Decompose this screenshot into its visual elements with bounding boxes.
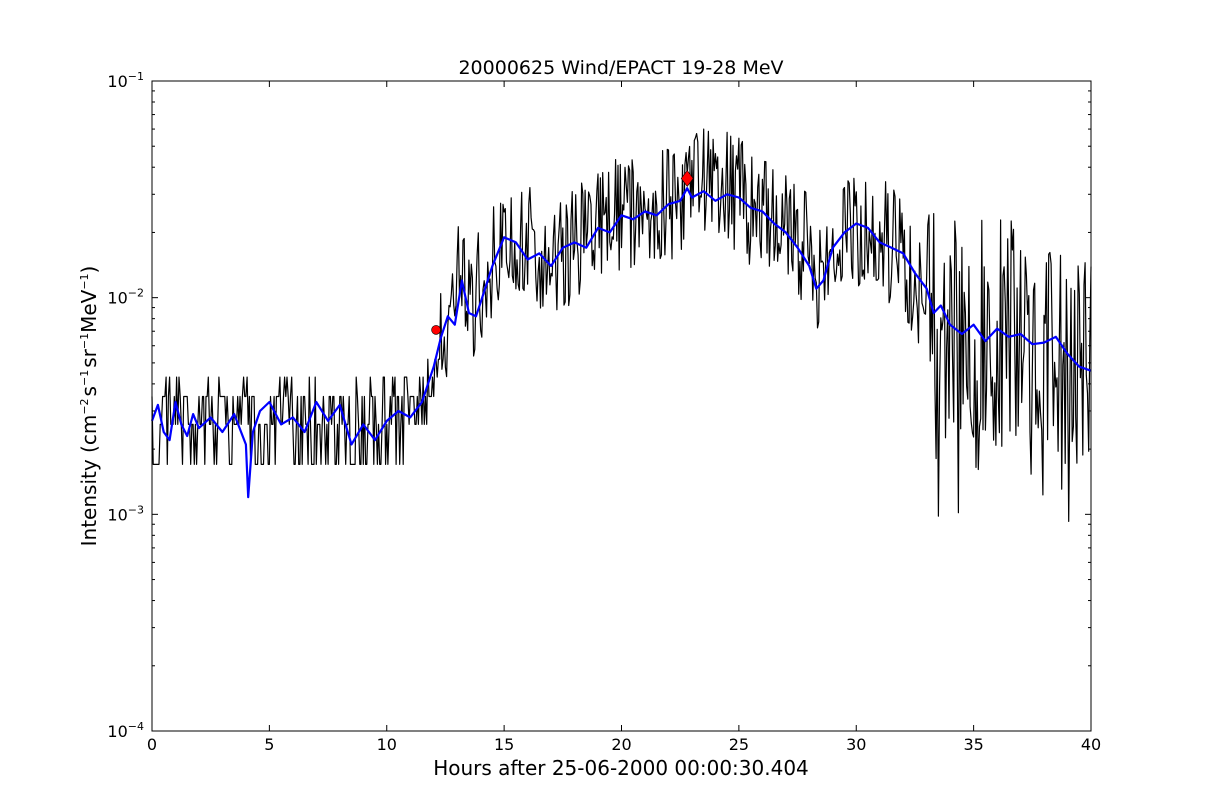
peak-marker [680,169,694,187]
smoothed-intensity-line [150,187,1092,499]
series-layer [150,128,1092,522]
y-tick-label: 10−1 [107,70,144,91]
x-tick-label: 10 [377,735,397,754]
x-tick-label: 5 [264,735,274,754]
x-tick-label: 25 [729,735,749,754]
x-tick-label: 35 [963,735,983,754]
x-tick-label: 0 [147,735,157,754]
y-tick-label: 10−4 [107,720,144,741]
y-tick-label: 10−3 [107,503,144,524]
plot-area [150,80,1092,732]
x-axis-ticks: 0 5 10 15 20 25 30 35 40 [147,81,1101,754]
y-tick-label: 10−2 [107,287,144,308]
x-tick-label: 40 [1081,735,1101,754]
onset-marker [431,325,441,335]
x-tick-label: 30 [846,735,866,754]
raw-intensity-line [151,128,1092,522]
x-tick-label: 20 [611,735,631,754]
y-axis-ticks: 10−4 10−3 10−2 10−1 [107,70,1091,741]
x-axis-label: Hours after 25-06-2000 00:00:30.404 [433,756,809,780]
marker-layer [431,169,694,335]
chart-title: 20000625 Wind/EPACT 19-28 MeV [458,57,783,79]
y-axis-label: Intensity (cm−2s−1sr−1MeV−1) [77,266,101,547]
x-tick-label: 15 [494,735,514,754]
